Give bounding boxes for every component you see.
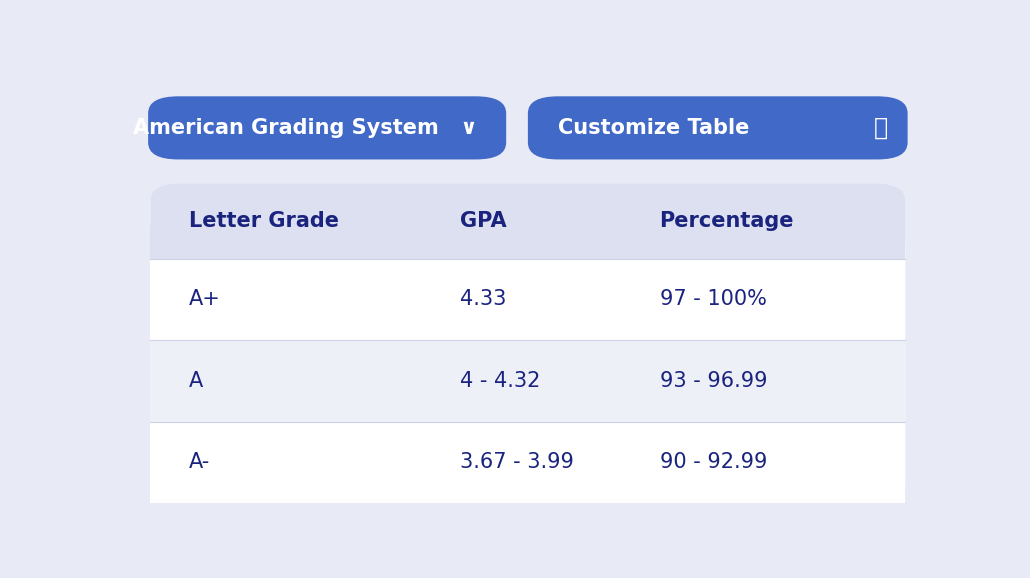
Text: 4 - 4.32: 4 - 4.32 xyxy=(460,371,541,391)
Text: A-: A- xyxy=(188,452,210,472)
Text: Percentage: Percentage xyxy=(659,211,794,231)
FancyBboxPatch shape xyxy=(150,183,905,259)
Text: 97 - 100%: 97 - 100% xyxy=(659,290,766,309)
Text: A: A xyxy=(188,371,203,391)
FancyBboxPatch shape xyxy=(150,183,905,503)
Text: American Grading System   ∨: American Grading System ∨ xyxy=(134,118,478,138)
Text: 4.33: 4.33 xyxy=(460,290,507,309)
Bar xyxy=(150,340,905,421)
Bar xyxy=(150,259,905,340)
Text: GPA: GPA xyxy=(460,211,507,231)
Bar xyxy=(150,421,905,503)
Bar xyxy=(150,225,905,259)
Text: 90 - 92.99: 90 - 92.99 xyxy=(659,452,767,472)
Text: 93 - 96.99: 93 - 96.99 xyxy=(659,371,767,391)
Text: A+: A+ xyxy=(188,290,220,309)
Text: 🔗: 🔗 xyxy=(874,116,888,140)
FancyBboxPatch shape xyxy=(148,97,506,160)
Text: Letter Grade: Letter Grade xyxy=(188,211,339,231)
Text: 3.67 - 3.99: 3.67 - 3.99 xyxy=(460,452,574,472)
Text: Customize Table: Customize Table xyxy=(558,118,750,138)
FancyBboxPatch shape xyxy=(527,97,907,160)
